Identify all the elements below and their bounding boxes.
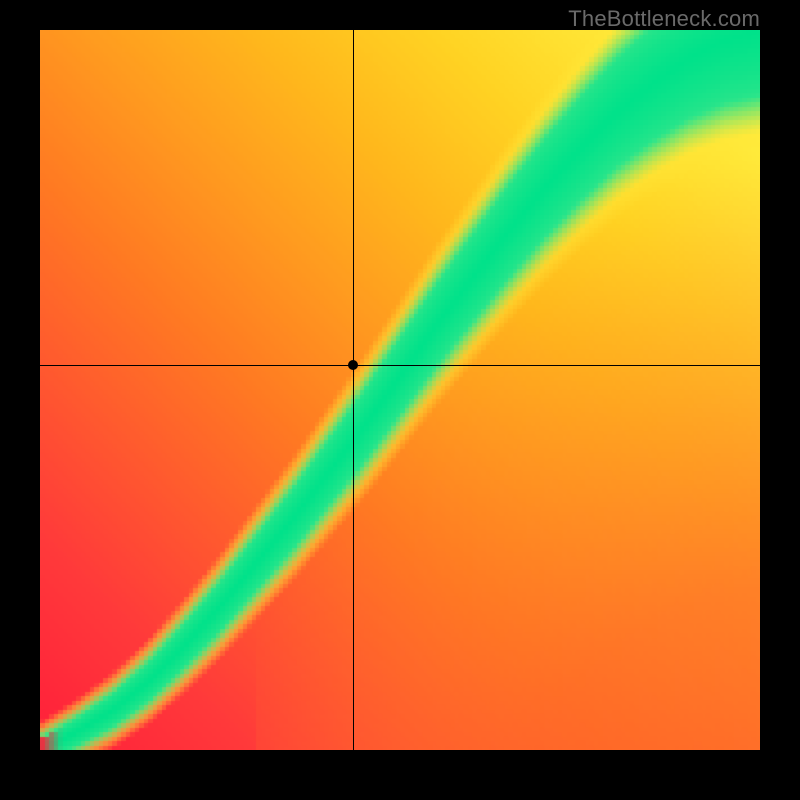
heatmap-canvas	[40, 30, 760, 750]
crosshair-horizontal	[40, 365, 760, 366]
bottleneck-heatmap	[40, 30, 760, 750]
crosshair-vertical	[353, 30, 354, 750]
watermark-text: TheBottleneck.com	[568, 6, 760, 32]
selection-marker	[348, 360, 358, 370]
